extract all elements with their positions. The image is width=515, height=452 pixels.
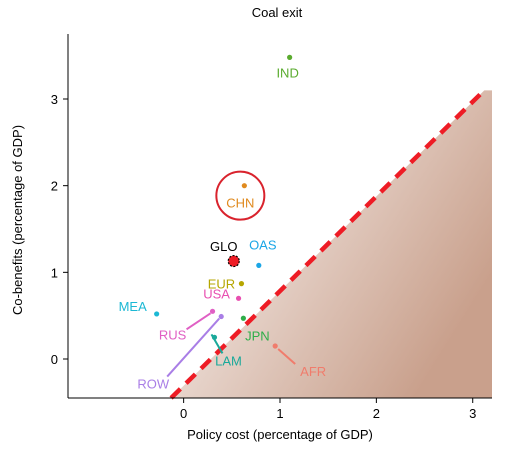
y-tick-label: 3 (51, 92, 58, 107)
point-chn (241, 183, 247, 189)
y-tick-label: 1 (51, 265, 58, 280)
x-tick-label: 2 (373, 406, 380, 421)
cost-equals-benefits-line (169, 88, 486, 400)
chn-highlight-circle (215, 170, 266, 221)
point-oas (256, 262, 262, 268)
point-ind (287, 54, 293, 61)
leader-line-row (166, 317, 220, 378)
label-eur: EUR (208, 277, 235, 292)
leader-line-afr (277, 348, 296, 365)
y-tick-label: 0 (51, 352, 58, 367)
point-eur (238, 281, 245, 287)
label-ind: IND (276, 65, 298, 80)
point-rus (209, 308, 216, 314)
y-tick-label: 2 (51, 179, 58, 194)
point-leader-lines (166, 312, 296, 378)
point-mea (154, 311, 160, 317)
label-lam: LAM (215, 353, 242, 368)
y-ticks: 0 1 2 3 (51, 92, 68, 367)
label-chn: CHN (226, 196, 254, 211)
label-oas: OAS (249, 237, 277, 252)
label-row: ROW (137, 377, 170, 392)
x-tick-label: 0 (180, 406, 187, 421)
point-afr (272, 343, 278, 349)
point-jpn (240, 315, 246, 321)
point-glo (227, 254, 240, 268)
data-points (154, 54, 293, 349)
chart-title: Coal exit (252, 5, 303, 20)
x-ticks: 0 1 2 3 (180, 398, 476, 421)
x-tick-label: 3 (469, 406, 476, 421)
label-glo: GLO (210, 239, 237, 254)
label-rus: RUS (159, 327, 187, 342)
point-row (218, 313, 224, 320)
label-jpn: JPN (245, 328, 270, 343)
leader-line-rus (185, 312, 212, 331)
point-usa (235, 295, 242, 301)
x-tick-label: 1 (276, 406, 283, 421)
label-mea: MEA (119, 299, 148, 314)
label-usa: USA (203, 286, 230, 301)
label-afr: AFR (300, 364, 326, 379)
point-lam (211, 334, 218, 340)
x-axis-label: Policy cost (percentage of GDP) (187, 427, 373, 442)
y-axis-label: Co-benefits (percentage of GDP) (10, 125, 25, 315)
